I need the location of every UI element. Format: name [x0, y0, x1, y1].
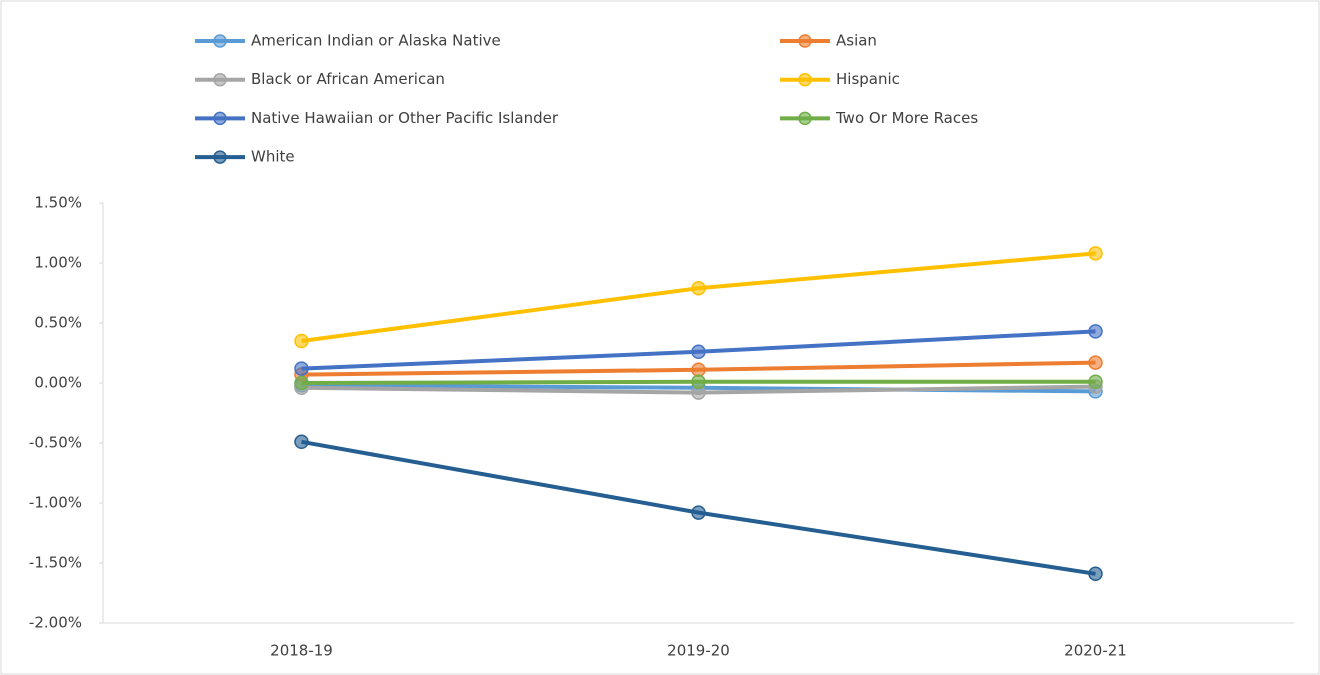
y-tick-label: -1.50%: [29, 554, 82, 572]
data-point: [1088, 324, 1103, 339]
y-tick-label: -0.50%: [29, 434, 82, 452]
data-point: [1088, 374, 1103, 390]
legend-marker: [798, 72, 812, 87]
data-point: [691, 374, 706, 390]
data-point: [691, 505, 706, 520]
legend-marker: [213, 150, 227, 164]
legend-label: Two Or More Races: [835, 109, 978, 127]
y-tick-label: 0.50%: [34, 314, 82, 332]
y-tick-label: 0.00%: [34, 374, 82, 392]
x-tick-label: 2019-20: [667, 642, 730, 660]
y-tick-label: -2.00%: [29, 614, 82, 632]
data-point: [1088, 355, 1103, 370]
data-point: [1088, 566, 1103, 582]
y-tick-label: 1.00%: [34, 254, 82, 272]
legend-label: American Indian or Alaska Native: [251, 32, 501, 50]
legend-label: Black or African American: [251, 70, 445, 88]
legend-label: Asian: [836, 32, 877, 50]
data-point: [294, 333, 309, 349]
x-tick-label: 2018-19: [270, 642, 333, 660]
data-point: [1088, 246, 1103, 261]
legend-marker: [213, 34, 227, 48]
legend-marker: [798, 111, 812, 126]
legend-label: Native Hawaiian or Other Pacific Islande…: [251, 109, 559, 127]
data-point: [691, 344, 706, 360]
data-point: [691, 362, 706, 378]
data-point: [294, 361, 309, 376]
legend-label: White: [251, 148, 295, 166]
data-point: [294, 434, 309, 450]
data-point: [691, 280, 706, 296]
x-tick-label: 2020-21: [1064, 642, 1127, 660]
legend-label: Hispanic: [836, 70, 900, 88]
y-tick-label: 1.50%: [34, 194, 82, 212]
y-tick-label: -1.00%: [29, 494, 82, 512]
legend-marker: [213, 111, 227, 126]
data-point: [294, 375, 309, 391]
legend-marker: [213, 72, 227, 87]
legend-marker: [798, 34, 812, 48]
